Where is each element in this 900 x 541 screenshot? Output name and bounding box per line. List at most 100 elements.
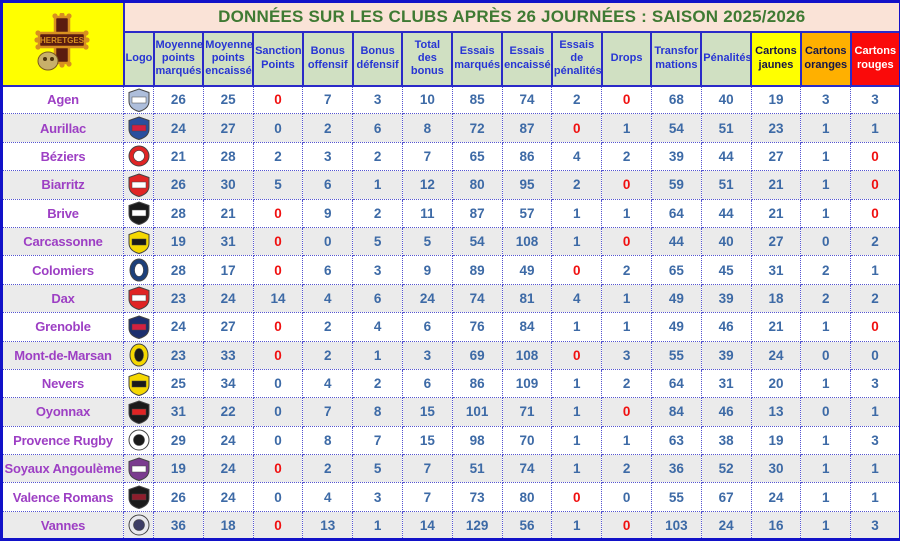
cell-moyenne-points-marques: 24 bbox=[153, 113, 204, 143]
cell-transformations: 55 bbox=[650, 340, 702, 370]
cell-moyenne-points-encaisses: 21 bbox=[202, 198, 254, 228]
club-logo-cell bbox=[123, 312, 154, 342]
table-row-b-ziers: Béziers 21 28 2 3 2 7 65 86 4 2 39 44 27 1 0 bbox=[1, 141, 900, 172]
nevers-logo-icon bbox=[128, 372, 149, 396]
cell-cartons-rouges: 1 bbox=[850, 255, 900, 285]
cell-bonus-defensif: 2 bbox=[352, 368, 403, 399]
club-logo-cell bbox=[123, 198, 154, 228]
cell-bonus-defensif: 1 bbox=[352, 510, 403, 541]
cell-essais-encaisses: 71 bbox=[501, 397, 553, 427]
cell-transformations: 54 bbox=[650, 113, 702, 143]
cell-essais-encaisses: 95 bbox=[501, 170, 553, 200]
column-header-total-des-bonus: Total des bonus bbox=[401, 30, 454, 87]
cell-cartons-jaunes: 31 bbox=[750, 255, 802, 285]
cell-bonus-offensif: 13 bbox=[302, 510, 354, 541]
club-name: Colomiers bbox=[1, 255, 124, 285]
column-header-essais-de-penalites: Essais de pénalités bbox=[550, 30, 603, 87]
club-logo-cell bbox=[123, 482, 154, 512]
cell-essais-de-penalites: 0 bbox=[551, 255, 603, 285]
cell-sanctions-points: 0 bbox=[252, 454, 304, 484]
column-header-transformations: Transfor mations bbox=[650, 30, 703, 87]
cell-moyenne-points-encaisses: 17 bbox=[202, 255, 254, 285]
club-logo-cell bbox=[123, 397, 154, 427]
cell-transformations: 84 bbox=[650, 397, 702, 427]
cell-cartons-rouges: 1 bbox=[850, 454, 900, 484]
club-name: Dax bbox=[1, 283, 124, 314]
club-logo-cell bbox=[123, 283, 154, 314]
cell-cartons-oranges: 1 bbox=[800, 312, 852, 342]
cell-sanctions-points: 0 bbox=[252, 84, 304, 115]
header-row: Logo Moyenne points marqués Moyenne points… bbox=[2, 30, 900, 87]
cell-bonus-offensif: 6 bbox=[302, 170, 354, 200]
table-row-nevers: Nevers 25 34 0 4 2 6 86 109 1 2 64 31 20 1 3 bbox=[1, 368, 900, 399]
club-logo-cell bbox=[123, 170, 154, 200]
cell-transformations: 49 bbox=[650, 283, 702, 314]
grenoble-logo-icon bbox=[128, 315, 149, 339]
cell-transformations: 64 bbox=[650, 198, 702, 228]
cell-cartons-rouges: 0 bbox=[850, 312, 900, 342]
cell-essais-encaisses: 70 bbox=[501, 425, 553, 456]
cell-bonus-defensif: 1 bbox=[352, 340, 403, 370]
cell-penalites: 39 bbox=[700, 340, 752, 370]
cell-cartons-jaunes: 18 bbox=[750, 283, 802, 314]
cell-cartons-jaunes: 19 bbox=[750, 425, 802, 456]
cell-cartons-oranges: 1 bbox=[800, 510, 852, 541]
cell-bonus-defensif: 5 bbox=[352, 454, 403, 484]
club-name: Biarritz bbox=[1, 170, 124, 200]
table-row-aurillac: Aurillac 24 27 0 2 6 8 72 87 0 1 54 51 23 1 1 bbox=[1, 113, 900, 143]
cell-drops: 1 bbox=[601, 425, 652, 456]
cell-essais-encaisses: 49 bbox=[501, 255, 553, 285]
cell-transformations: 68 bbox=[650, 84, 702, 115]
table-row-biarritz: Biarritz 26 30 5 6 1 12 80 95 2 0 59 51 21 1 0 bbox=[1, 170, 900, 200]
valence-romans-logo-icon bbox=[128, 485, 149, 510]
cell-penalites: 31 bbox=[700, 368, 752, 399]
cell-cartons-jaunes: 24 bbox=[750, 482, 802, 512]
cell-essais-de-penalites: 1 bbox=[551, 397, 603, 427]
cell-cartons-rouges: 2 bbox=[850, 283, 900, 314]
cell-bonus-defensif: 8 bbox=[352, 397, 403, 427]
cell-moyenne-points-encaisses: 24 bbox=[202, 283, 254, 314]
cell-moyenne-points-marques: 19 bbox=[153, 454, 204, 484]
cell-moyenne-points-marques: 21 bbox=[153, 141, 204, 172]
table-row-valence-romans: Valence Romans 26 24 0 4 3 7 73 80 0 0 55 67 24 1 1 bbox=[1, 482, 900, 512]
cell-essais-marques: 86 bbox=[451, 368, 503, 399]
brive-logo-icon bbox=[128, 201, 149, 226]
carcassonne-logo-icon bbox=[128, 230, 149, 254]
cell-total-des-bonus: 7 bbox=[401, 141, 453, 172]
cell-cartons-rouges: 1 bbox=[850, 397, 900, 427]
club-name: Oyonnax bbox=[1, 397, 124, 427]
cell-cartons-jaunes: 21 bbox=[750, 170, 802, 200]
table-row-vannes: Vannes 36 18 0 13 1 14 129 56 1 0 103 24 16 1 3 bbox=[1, 510, 900, 541]
cell-transformations: 49 bbox=[650, 312, 702, 342]
cell-bonus-defensif: 2 bbox=[352, 141, 403, 172]
cell-essais-encaisses: 84 bbox=[501, 312, 553, 342]
cell-essais-marques: 51 bbox=[451, 454, 503, 484]
cell-drops: 0 bbox=[601, 84, 652, 115]
cell-moyenne-points-marques: 23 bbox=[153, 283, 204, 314]
table-row-soyaux-angoul-me: Soyaux Angoulème 19 24 0 2 5 7 51 74 1 2 36 52 30 1 1 bbox=[1, 454, 900, 484]
corner-logo-cell: HERETGES bbox=[0, 0, 125, 87]
cell-bonus-defensif: 3 bbox=[352, 84, 403, 115]
svg-text:HERETGES: HERETGES bbox=[40, 36, 85, 45]
club-name: Agen bbox=[1, 84, 124, 115]
cell-bonus-offensif: 2 bbox=[302, 312, 354, 342]
cell-cartons-jaunes: 19 bbox=[750, 84, 802, 115]
cell-cartons-oranges: 1 bbox=[800, 198, 852, 228]
cell-transformations: 64 bbox=[650, 368, 702, 399]
cell-transformations: 44 bbox=[650, 226, 702, 257]
column-header-penalites: Pénalités bbox=[700, 30, 753, 87]
cell-moyenne-points-encaisses: 28 bbox=[202, 141, 254, 172]
cell-cartons-jaunes: 30 bbox=[750, 454, 802, 484]
cell-bonus-defensif: 1 bbox=[352, 170, 403, 200]
column-header-drops: Drops bbox=[600, 30, 653, 87]
cell-moyenne-points-marques: 26 bbox=[153, 170, 204, 200]
cell-bonus-offensif: 4 bbox=[302, 283, 354, 314]
cell-moyenne-points-encaisses: 31 bbox=[202, 226, 254, 257]
table-row-agen: Agen 26 25 0 7 3 10 85 74 2 0 68 40 19 3 3 bbox=[1, 84, 900, 115]
cell-drops: 0 bbox=[601, 510, 652, 541]
cell-essais-de-penalites: 2 bbox=[551, 170, 603, 200]
cell-penalites: 44 bbox=[700, 198, 752, 228]
cell-sanctions-points: 0 bbox=[252, 312, 304, 342]
cell-moyenne-points-encaisses: 25 bbox=[202, 84, 254, 115]
cell-bonus-defensif: 6 bbox=[352, 113, 403, 143]
